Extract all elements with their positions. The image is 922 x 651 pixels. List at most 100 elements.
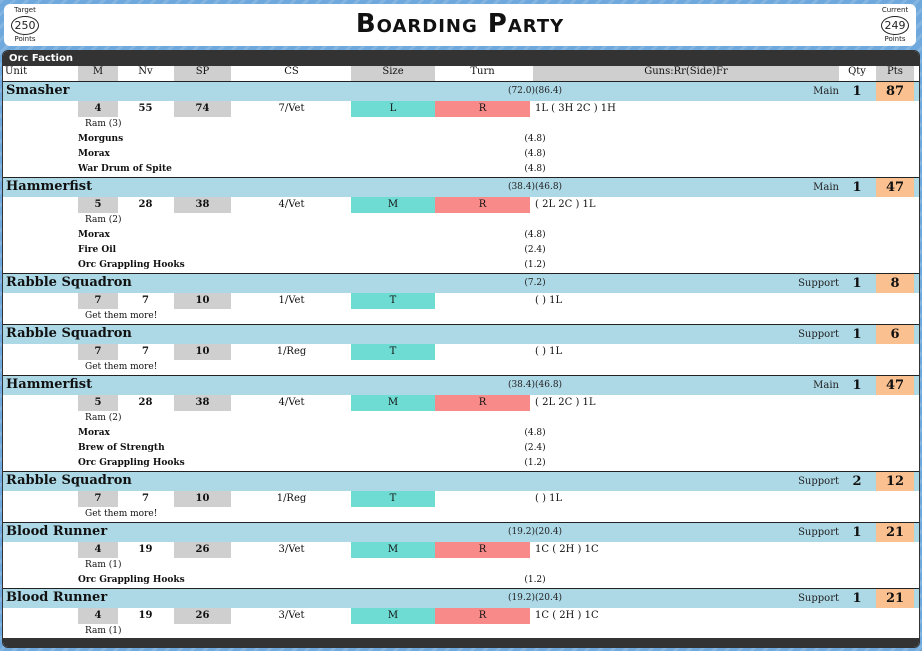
- header: Target 250 Points Boarding Party Current…: [4, 4, 916, 46]
- unit-block: Rabble Squadron Support 1 6 7 7 10 1/Reg T ( ) 1L…: [3, 324, 919, 375]
- upgrade-name: Get them more!: [85, 311, 158, 321]
- stat-size: M: [351, 542, 435, 558]
- roster-sheet: Orc Faction Unit M Nv SP CS Size Turn Gu…: [2, 50, 920, 648]
- unit-cost: (38.4)(46.8): [507, 380, 563, 390]
- stat-guns: ( ) 1L: [535, 493, 563, 504]
- stat-m: 7: [78, 344, 118, 360]
- upgrade-cost: (4.8): [524, 230, 546, 240]
- stat-cs: 1/Reg: [276, 493, 307, 504]
- upgrade-cost: (4.8): [524, 428, 546, 438]
- stat-nv: 19: [138, 610, 153, 621]
- stat-size: M: [351, 197, 435, 213]
- col-qty: Qty: [848, 66, 866, 77]
- stat-nv: 28: [138, 199, 153, 210]
- stat-turn: [435, 293, 530, 309]
- unit-points: 8: [876, 274, 914, 293]
- unit-cost: (19.2)(20.4): [507, 593, 563, 603]
- current-label: Current: [881, 6, 909, 14]
- stat-guns: ( 2L 2C ) 1L: [535, 397, 596, 408]
- stat-m: 5: [78, 197, 118, 213]
- target-points: Target 250 Points: [7, 6, 43, 43]
- upgrade-row: Orc Grappling Hooks (1.2): [3, 573, 919, 588]
- unit-header: Blood Runner (19.2)(20.4) Support 1 21: [3, 588, 919, 608]
- unit-role: Main: [813, 86, 839, 97]
- stat-cs: 1/Reg: [276, 346, 307, 357]
- stat-sp: 38: [174, 197, 231, 213]
- upgrade-cost: (4.8): [524, 149, 546, 159]
- upgrade-cost: (1.2): [524, 260, 546, 270]
- col-m: M: [78, 66, 118, 81]
- unit-header: Rabble Squadron Support 1 6: [3, 324, 919, 344]
- stat-size: M: [351, 395, 435, 411]
- upgrade-row: Get them more!: [3, 309, 919, 324]
- stat-sp: 10: [174, 293, 231, 309]
- unit-block: Hammerfist (38.4)(46.8) Main 1 47 5 28 38 4/Vet M…: [3, 177, 919, 273]
- stat-m: 4: [78, 542, 118, 558]
- upgrade-row: Orc Grappling Hooks (1.2): [3, 258, 919, 273]
- unit-block: Blood Runner (19.2)(20.4) Support 1 21 4 19 26 3…: [3, 522, 919, 588]
- stat-guns: ( ) 1L: [535, 295, 563, 306]
- unit-header: Hammerfist (38.4)(46.8) Main 1 47: [3, 177, 919, 197]
- upgrade-name: Morax: [78, 149, 110, 159]
- unit-points: 47: [876, 178, 914, 197]
- footer-bar: [3, 638, 919, 647]
- stat-row: 7 7 10 1/Vet T ( ) 1L: [3, 293, 919, 309]
- stat-size: M: [351, 608, 435, 624]
- stat-size: L: [351, 101, 435, 117]
- stat-row: 4 19 26 3/Vet M R 1C ( 2H ) 1C: [3, 542, 919, 558]
- stat-turn: R: [435, 542, 530, 558]
- unit-list: Smasher (72.0)(86.4) Main 1 87 4 55 74 7/Vet L R 1L…: [3, 81, 919, 647]
- unit-points: 21: [876, 523, 914, 542]
- upgrade-row: Ram (2): [3, 213, 919, 228]
- unit-name: Blood Runner: [6, 524, 108, 539]
- current-value: 249: [881, 16, 909, 35]
- stat-cs: 4/Vet: [278, 199, 305, 210]
- upgrade-name: Ram (1): [85, 626, 122, 636]
- upgrade-row: Morax (4.8): [3, 228, 919, 243]
- upgrade-name: Fire Oil: [78, 245, 117, 255]
- stat-cs: 1/Vet: [278, 295, 305, 306]
- target-unit: Points: [14, 35, 36, 43]
- unit-points: 87: [876, 82, 914, 101]
- stat-nv: 55: [138, 103, 153, 114]
- upgrade-row: Morguns (4.8): [3, 132, 919, 147]
- upgrade-row: Morax (4.8): [3, 426, 919, 441]
- unit-points: 21: [876, 589, 914, 608]
- upgrade-name: War Drum of Spite: [78, 164, 172, 174]
- unit-block: Rabble Squadron (7.2) Support 1 8 7 7 10 1/Vet T (…: [3, 273, 919, 324]
- upgrade-row: Morax (4.8): [3, 147, 919, 162]
- stat-guns: ( ) 1L: [535, 346, 563, 357]
- upgrade-name: Morax: [78, 428, 110, 438]
- stat-sp: 74: [174, 101, 231, 117]
- upgrade-name: Get them more!: [85, 509, 158, 519]
- stat-cs: 7/Vet: [278, 103, 305, 114]
- upgrade-name: Brew of Strength: [78, 443, 165, 453]
- upgrade-row: Fire Oil (2.4): [3, 243, 919, 258]
- unit-points: 47: [876, 376, 914, 395]
- stat-m: 5: [78, 395, 118, 411]
- stat-row: 5 28 38 4/Vet M R ( 2L 2C ) 1L: [3, 197, 919, 213]
- unit-header: Rabble Squadron (7.2) Support 1 8: [3, 273, 919, 293]
- upgrade-row: Ram (2): [3, 411, 919, 426]
- col-guns: Guns:Rr(Side)Fr: [533, 66, 839, 81]
- stat-turn: R: [435, 101, 530, 117]
- stat-m: 4: [78, 101, 118, 117]
- stat-cs: 3/Vet: [278, 610, 305, 621]
- unit-qty: 2: [852, 474, 862, 489]
- stat-row: 5 28 38 4/Vet M R ( 2L 2C ) 1L: [3, 395, 919, 411]
- unit-block: Smasher (72.0)(86.4) Main 1 87 4 55 74 7/Vet L R 1L…: [3, 81, 919, 177]
- upgrade-cost: (4.8): [524, 164, 546, 174]
- unit-role: Main: [813, 182, 839, 193]
- stat-guns: 1C ( 2H ) 1C: [535, 544, 599, 555]
- upgrade-cost: (2.4): [524, 443, 546, 453]
- unit-role: Support: [798, 593, 839, 604]
- unit-header: Hammerfist (38.4)(46.8) Main 1 47: [3, 375, 919, 395]
- stat-row: 4 55 74 7/Vet L R 1L ( 3H 2C ) 1H: [3, 101, 919, 117]
- unit-name: Hammerfist: [6, 179, 93, 194]
- unit-block: Rabble Squadron Support 2 12 7 7 10 1/Reg T ( ) 1…: [3, 471, 919, 522]
- upgrade-name: Ram (2): [85, 413, 122, 423]
- col-sp: SP: [174, 66, 231, 81]
- stat-guns: 1C ( 2H ) 1C: [535, 610, 599, 621]
- stat-m: 7: [78, 293, 118, 309]
- col-size: Size: [351, 66, 435, 81]
